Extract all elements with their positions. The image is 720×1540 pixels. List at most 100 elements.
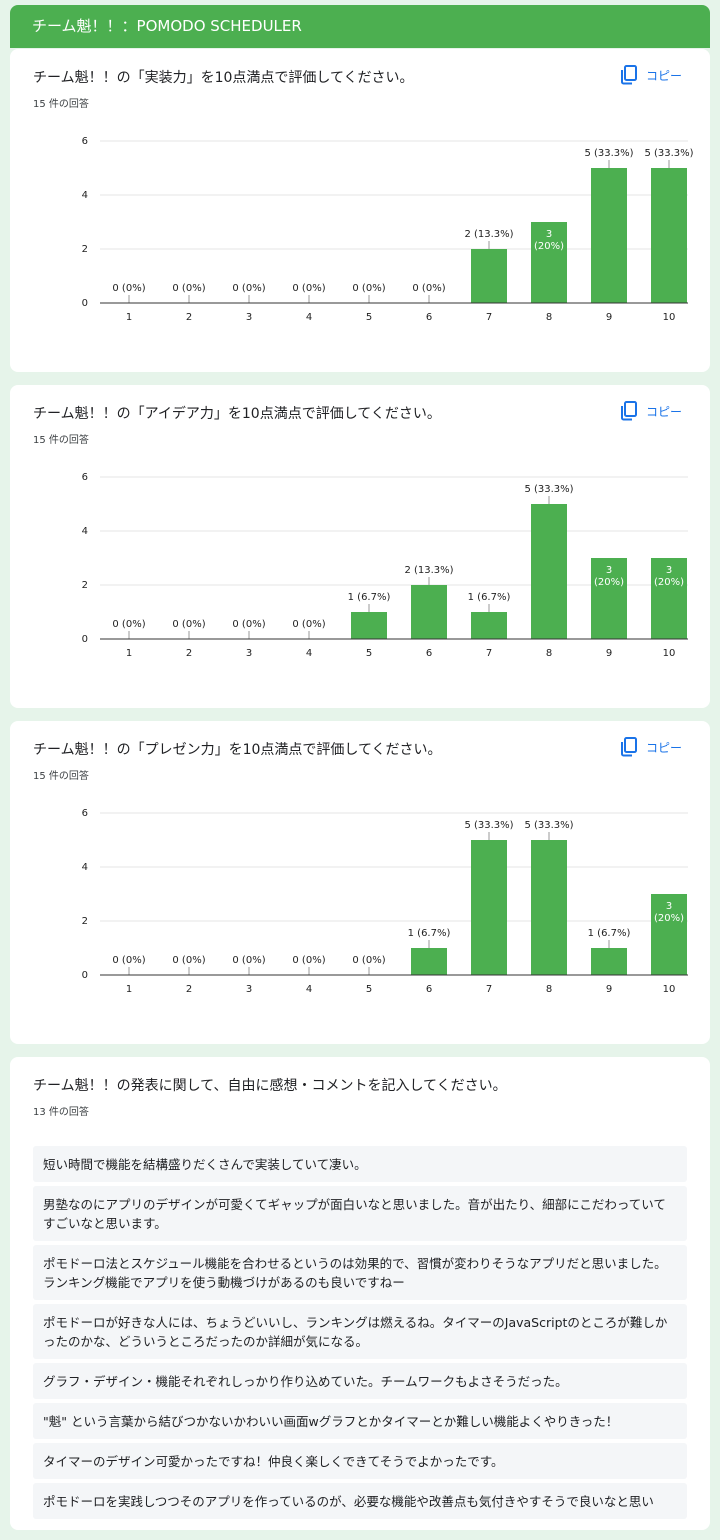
value-label: 0 (0%)	[292, 283, 325, 294]
y-tick-label: 4	[82, 526, 88, 537]
response-item: 短い時間で機能を結構盛りだくさんで実装していて凄い。	[33, 1146, 687, 1182]
bar	[591, 948, 627, 975]
bar	[411, 585, 447, 639]
value-label: 1 (6.7%)	[588, 928, 631, 939]
y-tick-label: 0	[82, 298, 88, 309]
header: チーム魁！！：POMODO SCHEDULER	[10, 5, 710, 48]
response-item: 男塾なのにアプリのデザインが可愛くてギャップが面白いなと思いました。音が出たり、…	[33, 1186, 687, 1241]
value-label: 0 (0%)	[412, 283, 445, 294]
bar	[651, 168, 687, 303]
value-label: 0 (0%)	[352, 283, 385, 294]
copy-label: コピー	[646, 68, 683, 83]
y-tick-label: 2	[82, 244, 88, 255]
response-item: ポモドーロ法とスケジュール機能を合わせるというのは効果的で、習慣が変わりそうなア…	[33, 1245, 687, 1300]
x-tick-label: 9	[606, 984, 612, 995]
x-tick-label: 2	[186, 984, 192, 995]
value-label: 1 (6.7%)	[468, 592, 511, 603]
x-tick-label: 3	[246, 312, 252, 323]
x-tick-label: 9	[606, 312, 612, 323]
chart: 0 2 4 6 0 (0%) 1 0 (0%) 2 0 (0%) 3 0 (0%) 4 1 (6.7%)…	[82, 472, 688, 659]
x-tick-label: 4	[306, 984, 312, 995]
question-card: チーム魁！！の「プレゼン力」を10点満点で評価してください。 15 件の回答 コピー…	[10, 721, 710, 1044]
question-title: チーム魁！！の「プレゼン力」を10点満点で評価してください。	[33, 742, 442, 758]
x-tick-label: 4	[306, 648, 312, 659]
bar	[651, 558, 687, 639]
x-tick-label: 9	[606, 648, 612, 659]
response-count: 15 件の回答	[33, 435, 89, 446]
question-card: チーム魁！！の「実装力」を10点満点で評価してください。 15 件の回答 コピー 0 2…	[10, 49, 710, 372]
x-tick-label: 6	[426, 312, 432, 323]
bar	[591, 168, 627, 303]
value-label: 5 (33.3%)	[524, 820, 573, 831]
value-label: 3 (20%)	[534, 229, 564, 252]
copy-button[interactable]: コピー	[620, 65, 682, 85]
value-label: 0 (0%)	[232, 619, 265, 630]
value-label: 0 (0%)	[232, 955, 265, 966]
x-tick-label: 7	[486, 984, 492, 995]
y-tick-label: 6	[82, 472, 88, 483]
y-tick-label: 4	[82, 862, 88, 873]
bar	[531, 222, 567, 303]
y-tick-label: 6	[82, 808, 88, 819]
bar	[651, 894, 687, 975]
value-label: 5 (33.3%)	[584, 148, 633, 159]
response-count: 15 件の回答	[33, 99, 89, 110]
response-item: タイマーのデザイン可愛かったですね！仲良く楽しくできてそうでよかったです。	[33, 1443, 687, 1479]
value-label: 2 (13.3%)	[404, 565, 453, 576]
value-label: 0 (0%)	[112, 283, 145, 294]
x-tick-label: 7	[486, 648, 492, 659]
bar	[531, 840, 567, 975]
y-tick-label: 2	[82, 916, 88, 927]
chart: 0 2 4 6 0 (0%) 1 0 (0%) 2 0 (0%) 3 0 (0%) 4 0 (0%) 5 0…	[82, 136, 694, 323]
value-label: 0 (0%)	[172, 283, 205, 294]
copy-label: コピー	[646, 404, 683, 419]
chart: 0 2 4 6 0 (0%) 1 0 (0%) 2 0 (0%) 3 0 (0%) 4 0 (0%) 5 1…	[82, 808, 688, 995]
x-tick-label: 3	[246, 648, 252, 659]
x-tick-label: 10	[663, 648, 676, 659]
bar	[531, 504, 567, 639]
x-tick-label: 1	[126, 984, 132, 995]
response-count: 15 件の回答	[33, 771, 89, 782]
x-tick-label: 4	[306, 312, 312, 323]
question-title: チーム魁！！の発表に関して、自由に感想・コメントを記入してください。	[33, 1078, 507, 1094]
copy-icon	[621, 401, 637, 421]
question-card: チーム魁！！の「アイデア力」を10点満点で評価してください。 15 件の回答 コピー…	[10, 385, 710, 708]
response-item: ポモドーロを実践しつつそのアプリを作っているのが、必要な機能や改善点も気付きやす…	[33, 1483, 687, 1519]
x-tick-label: 8	[546, 648, 552, 659]
value-label: 3 (20%)	[594, 565, 624, 588]
value-label: 3 (20%)	[654, 565, 684, 588]
value-label: 0 (0%)	[172, 955, 205, 966]
x-tick-label: 3	[246, 984, 252, 995]
copy-label: コピー	[646, 740, 683, 755]
x-tick-label: 10	[663, 984, 676, 995]
bar	[471, 612, 507, 639]
x-tick-label: 5	[366, 312, 372, 323]
question-title: チーム魁！！の「実装力」を10点満点で評価してください。	[33, 70, 414, 86]
x-tick-label: 1	[126, 312, 132, 323]
value-label: 0 (0%)	[112, 619, 145, 630]
copy-button[interactable]: コピー	[620, 737, 682, 757]
copy-icon	[621, 737, 637, 757]
y-tick-label: 0	[82, 970, 88, 981]
value-label: 1 (6.7%)	[408, 928, 451, 939]
x-tick-label: 5	[366, 984, 372, 995]
value-label: 0 (0%)	[352, 955, 385, 966]
value-label: 0 (0%)	[292, 955, 325, 966]
response-count: 13 件の回答	[33, 1107, 89, 1118]
comments-card: チーム魁！！の発表に関して、自由に感想・コメントを記入してください。 13 件の回…	[10, 1057, 710, 1530]
copy-icon	[621, 65, 637, 85]
value-label: 2 (13.3%)	[464, 229, 513, 240]
x-tick-label: 5	[366, 648, 372, 659]
value-label: 0 (0%)	[112, 955, 145, 966]
bar	[411, 948, 447, 975]
x-tick-label: 1	[126, 648, 132, 659]
bar	[471, 840, 507, 975]
x-tick-label: 10	[663, 312, 676, 323]
value-label: 3 (20%)	[654, 901, 684, 924]
value-label: 5 (33.3%)	[644, 148, 693, 159]
value-label: 0 (0%)	[232, 283, 265, 294]
x-tick-label: 8	[546, 984, 552, 995]
value-label: 5 (33.3%)	[524, 484, 573, 495]
copy-button[interactable]: コピー	[620, 401, 682, 421]
y-tick-label: 0	[82, 634, 88, 645]
